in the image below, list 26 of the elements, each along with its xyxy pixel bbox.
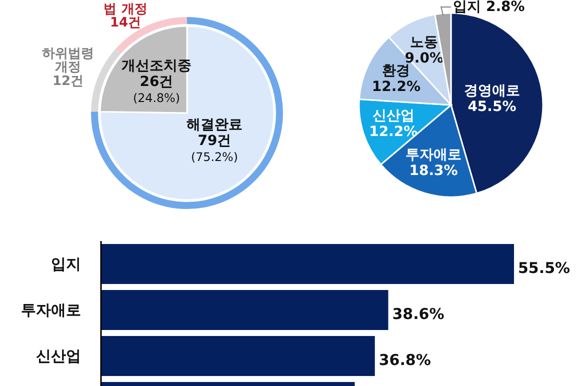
donut-slice — [91, 17, 283, 209]
slice-label: 해결완료 — [186, 116, 242, 133]
data-label: 36.8% — [378, 351, 431, 369]
slice-label: 신산업 — [372, 108, 414, 124]
slice-label: 투자애로 — [406, 147, 462, 164]
data-label: 18.3% — [409, 163, 458, 180]
data-label: 79건 (75.2%) — [190, 132, 238, 164]
data-label: 14건 — [110, 16, 142, 31]
slice-label: 노동 — [410, 34, 438, 51]
data-label: 12건 — [52, 74, 84, 89]
data-label: 12.2% — [372, 78, 421, 95]
data-label: 12.2% — [369, 124, 418, 140]
y-tick-label: 입지 — [51, 255, 81, 273]
data-label: 26건 (24.8%) — [132, 74, 180, 106]
data-label: 38.6% — [392, 305, 444, 323]
slice-label: 환경 — [382, 62, 410, 79]
slice-label: 하위법령 개정 — [42, 46, 94, 76]
data-label: 55.5% — [518, 259, 570, 277]
donut-slice — [91, 48, 121, 112]
slice-label: 법 개정 — [104, 2, 148, 17]
slice-label: 입지 2.8% — [453, 0, 525, 15]
slice-label: 경영애로 — [464, 83, 520, 100]
y-tick-label: 신산업 — [36, 347, 81, 365]
data-label: 45.5% — [468, 99, 516, 116]
slice-label: 개선조치중 — [121, 58, 192, 74]
y-tick-label: 투자애로 — [21, 301, 81, 319]
